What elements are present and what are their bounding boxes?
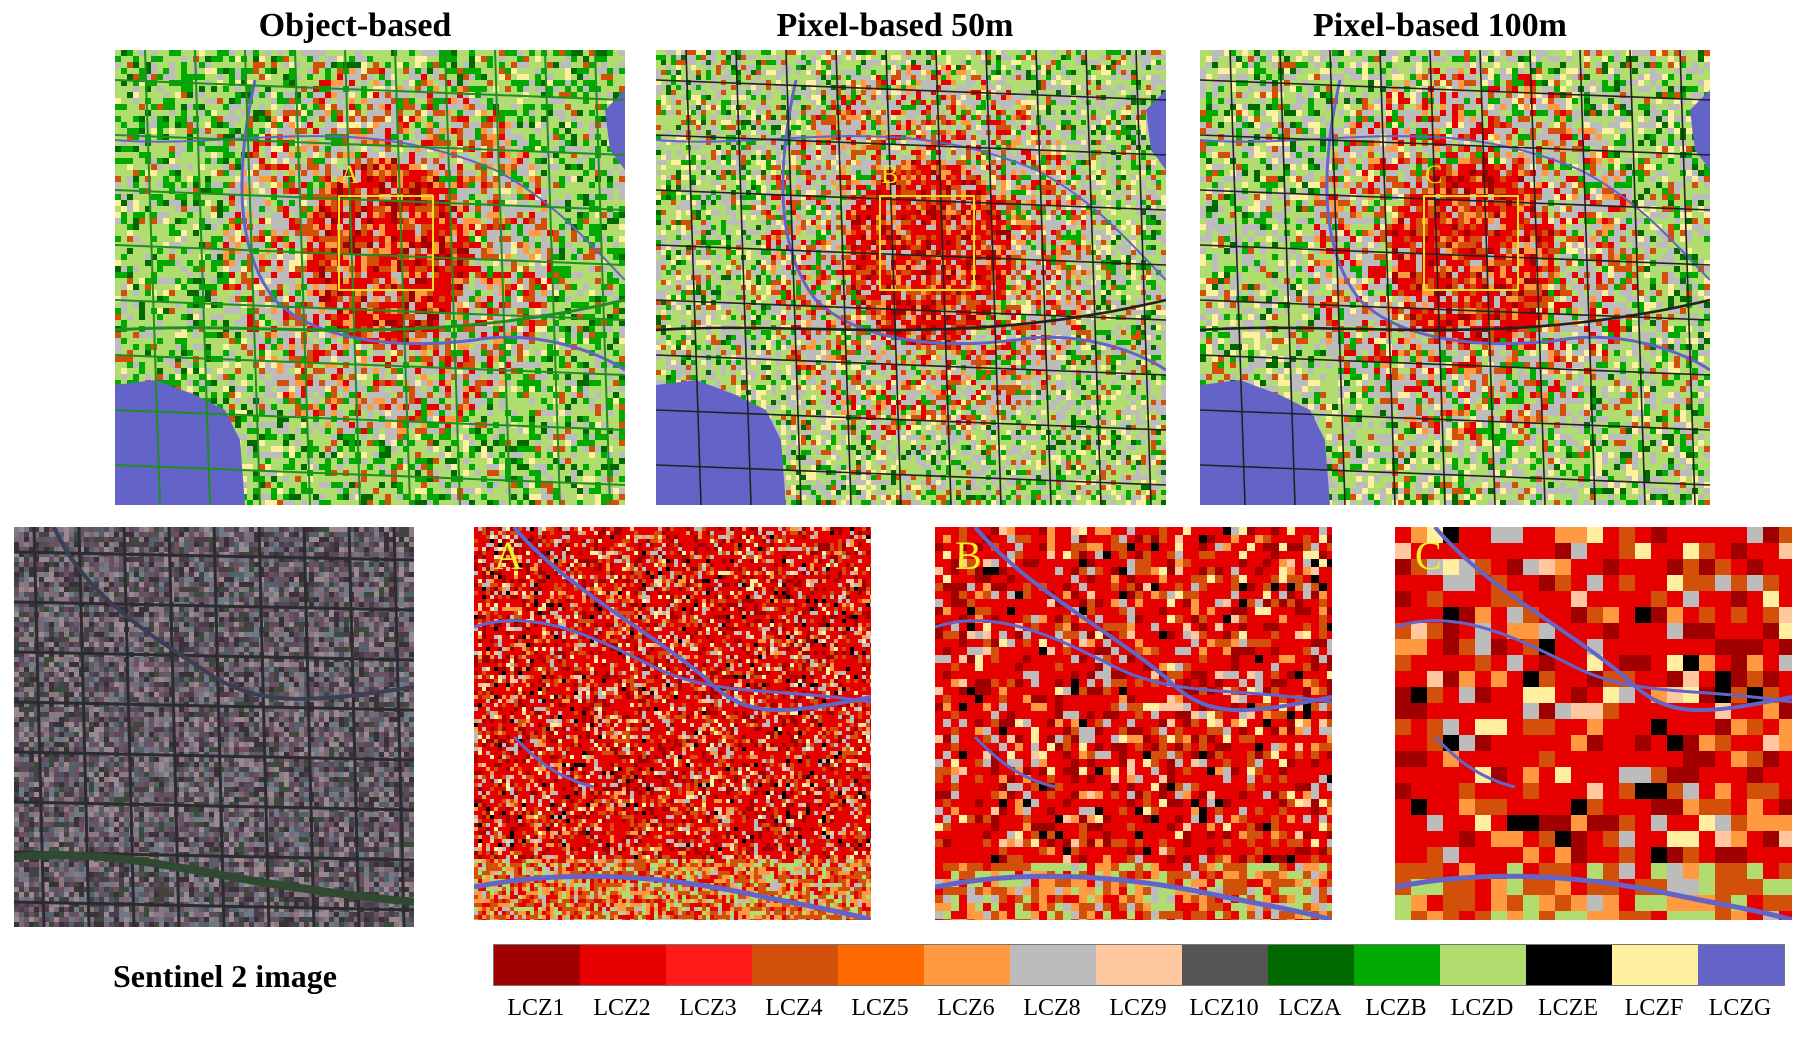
legend-label-lczb: LCZB bbox=[1353, 995, 1439, 1022]
legend-label-lcz2: LCZ2 bbox=[579, 995, 665, 1022]
legend-label-lcz1: LCZ1 bbox=[493, 995, 579, 1022]
detail-map-a bbox=[474, 527, 871, 920]
legend-swatch-lcza bbox=[1268, 945, 1354, 985]
zoom-box-c bbox=[1423, 195, 1519, 291]
lcz-detail-b bbox=[935, 527, 1332, 920]
sentinel-2-image bbox=[14, 527, 414, 927]
legend-label-lcz8: LCZ8 bbox=[1009, 995, 1095, 1022]
legend-swatch-lczf bbox=[1612, 945, 1698, 985]
legend-label-lcza: LCZA bbox=[1267, 995, 1353, 1022]
detail-map-b bbox=[935, 527, 1332, 920]
legend-swatch-lcz3 bbox=[666, 945, 752, 985]
sentinel-imagery bbox=[14, 527, 414, 927]
detail-label-b: B bbox=[955, 532, 982, 579]
lcz-map-object-based bbox=[115, 50, 625, 505]
legend-label-lcz5: LCZ5 bbox=[837, 995, 923, 1022]
legend-label-lcze: LCZE bbox=[1525, 995, 1611, 1022]
lcz-map-pixel-50m bbox=[656, 50, 1166, 505]
legend-label-lcz3: LCZ3 bbox=[665, 995, 751, 1022]
title-pixel-100m: Pixel-based 100m bbox=[1200, 6, 1680, 46]
legend-label-lczg: LCZG bbox=[1697, 995, 1783, 1022]
lcz-detail-a bbox=[474, 527, 871, 920]
legend-label-lczf: LCZF bbox=[1611, 995, 1697, 1022]
legend-label-lcz9: LCZ9 bbox=[1095, 995, 1181, 1022]
legend-label-lcz4: LCZ4 bbox=[751, 995, 837, 1022]
map-pixel-100m bbox=[1200, 50, 1710, 505]
legend-label-lczd: LCZD bbox=[1439, 995, 1525, 1022]
legend-swatch-lcz8 bbox=[1010, 945, 1096, 985]
legend-swatch-lcze bbox=[1526, 945, 1612, 985]
detail-label-a: A bbox=[494, 532, 523, 579]
legend-swatch-lczd bbox=[1440, 945, 1526, 985]
lcz-legend-labels: LCZ1 LCZ2 LCZ3 LCZ4 LCZ5 LCZ6 LCZ8 LCZ9 LCZ10 LCZ… bbox=[493, 995, 1783, 1022]
sentinel-caption: Sentinel 2 image bbox=[40, 958, 410, 995]
legend-swatch-lcz9 bbox=[1096, 945, 1182, 985]
title-object-based: Object-based bbox=[115, 6, 595, 46]
legend-label-lcz10: LCZ10 bbox=[1181, 995, 1267, 1022]
zoom-label-c: C bbox=[1425, 160, 1442, 190]
zoom-box-a bbox=[338, 195, 434, 291]
legend-swatch-lczb bbox=[1354, 945, 1440, 985]
detail-label-c: C bbox=[1415, 532, 1442, 579]
legend-swatch-lcz2 bbox=[580, 945, 666, 985]
title-pixel-50m: Pixel-based 50m bbox=[655, 6, 1135, 46]
legend-label-lcz6: LCZ6 bbox=[923, 995, 1009, 1022]
legend-swatch-lcz10 bbox=[1182, 945, 1268, 985]
zoom-label-a: A bbox=[340, 160, 359, 190]
detail-map-c bbox=[1395, 527, 1792, 920]
legend-swatch-lcz6 bbox=[924, 945, 1010, 985]
legend-swatch-lczg bbox=[1698, 945, 1784, 985]
lcz-detail-c bbox=[1395, 527, 1792, 920]
legend-swatch-lcz5 bbox=[838, 945, 924, 985]
zoom-label-b: B bbox=[881, 160, 898, 190]
lcz-map-pixel-100m bbox=[1200, 50, 1710, 505]
legend-swatch-lcz1 bbox=[494, 945, 580, 985]
map-object-based bbox=[115, 50, 625, 505]
legend-swatch-lcz4 bbox=[752, 945, 838, 985]
zoom-box-b bbox=[879, 195, 975, 291]
map-pixel-50m bbox=[656, 50, 1166, 505]
lcz-legend-bar bbox=[493, 944, 1785, 986]
